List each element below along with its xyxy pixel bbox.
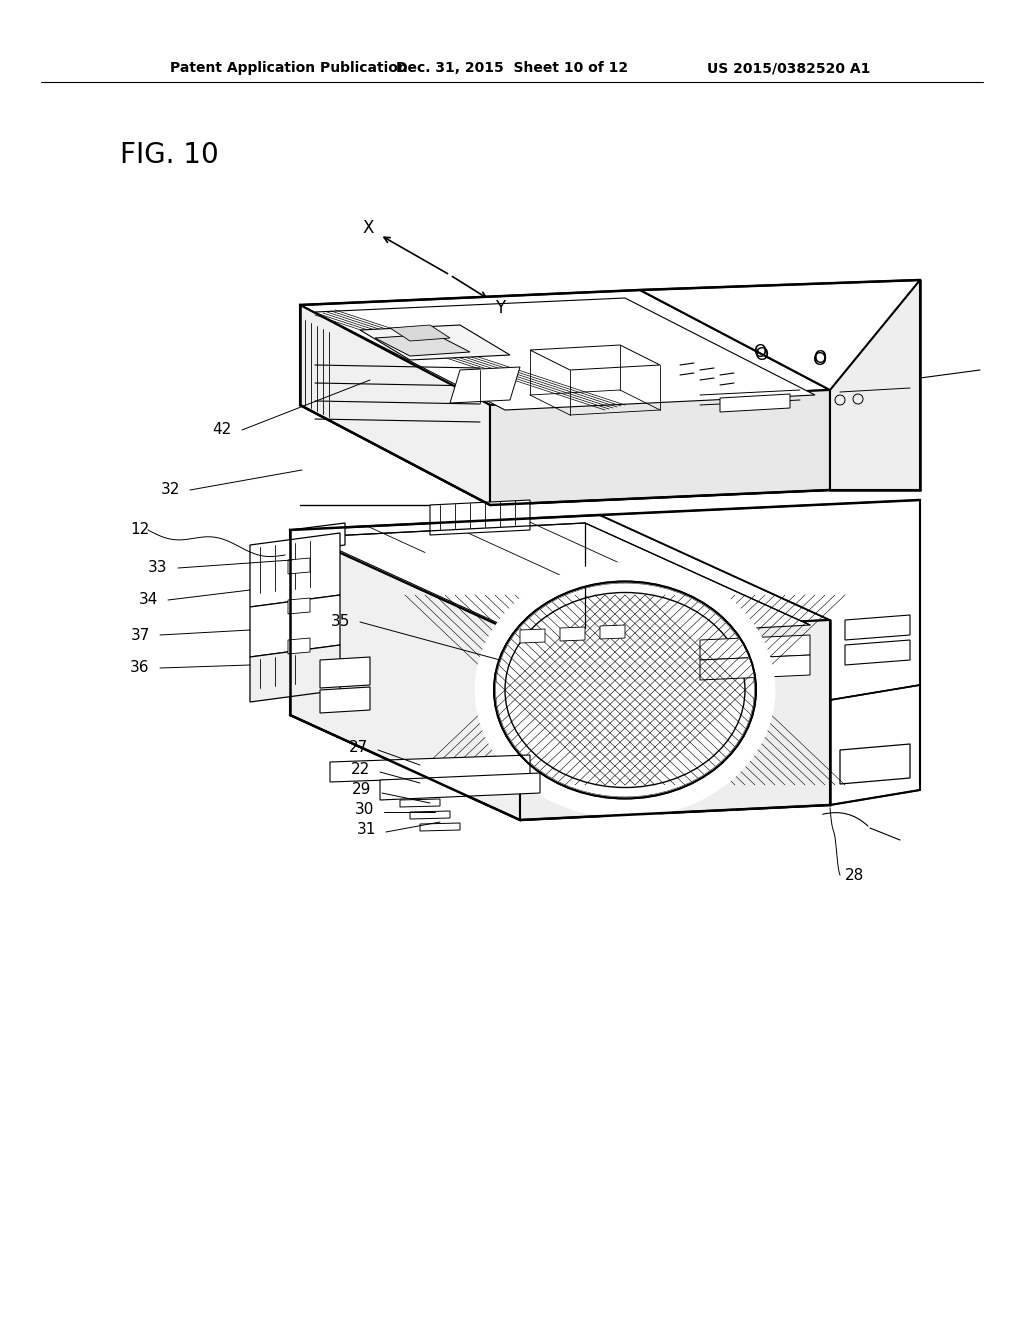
Text: O: O [813, 348, 826, 367]
Polygon shape [520, 630, 545, 643]
Text: 32: 32 [161, 483, 179, 498]
Polygon shape [288, 598, 310, 614]
Text: 36: 36 [130, 660, 150, 676]
Polygon shape [600, 500, 920, 700]
Text: 27: 27 [348, 741, 368, 755]
Text: 35: 35 [331, 615, 349, 630]
Polygon shape [560, 627, 585, 642]
Text: Dec. 31, 2015  Sheet 10 of 12: Dec. 31, 2015 Sheet 10 of 12 [396, 61, 628, 75]
Ellipse shape [505, 593, 745, 788]
Text: O: O [755, 346, 769, 364]
Polygon shape [250, 533, 340, 607]
Polygon shape [520, 620, 830, 820]
Polygon shape [450, 367, 520, 403]
Polygon shape [319, 686, 370, 713]
Text: 33: 33 [148, 561, 168, 576]
Polygon shape [840, 744, 910, 784]
Polygon shape [490, 389, 830, 506]
Polygon shape [290, 523, 345, 552]
Polygon shape [845, 640, 910, 665]
Polygon shape [640, 280, 920, 389]
Text: 12: 12 [130, 523, 150, 537]
Text: Y: Y [495, 300, 505, 317]
Polygon shape [300, 305, 490, 506]
Text: FIG. 10: FIG. 10 [120, 141, 219, 169]
Text: 30: 30 [354, 803, 374, 817]
Polygon shape [360, 325, 510, 360]
Polygon shape [700, 655, 810, 680]
Text: 37: 37 [130, 627, 150, 643]
Text: 42: 42 [212, 422, 231, 437]
Text: 22: 22 [350, 763, 370, 777]
Polygon shape [410, 810, 450, 818]
Text: O: O [754, 343, 767, 360]
Text: 31: 31 [356, 822, 376, 837]
Polygon shape [310, 523, 810, 640]
Polygon shape [330, 755, 530, 781]
Polygon shape [380, 774, 540, 800]
Polygon shape [288, 638, 310, 653]
Polygon shape [600, 624, 625, 639]
Text: 34: 34 [138, 593, 158, 607]
Polygon shape [830, 280, 920, 490]
Polygon shape [250, 595, 340, 657]
Text: 28: 28 [846, 867, 864, 883]
Polygon shape [845, 615, 910, 640]
Text: X: X [362, 219, 374, 238]
Polygon shape [700, 635, 810, 660]
Polygon shape [319, 657, 370, 688]
Polygon shape [400, 799, 440, 807]
Text: Patent Application Publication: Patent Application Publication [170, 61, 408, 75]
Polygon shape [290, 515, 830, 635]
Ellipse shape [495, 582, 755, 797]
Polygon shape [420, 822, 460, 832]
Text: O: O [813, 351, 827, 370]
Polygon shape [375, 334, 470, 356]
Polygon shape [288, 558, 310, 574]
Polygon shape [720, 393, 790, 412]
Polygon shape [390, 325, 450, 341]
Polygon shape [530, 345, 660, 370]
Polygon shape [290, 531, 520, 820]
Text: US 2015/0382520 A1: US 2015/0382520 A1 [707, 61, 870, 75]
Text: 29: 29 [352, 783, 372, 797]
Polygon shape [300, 290, 830, 405]
Polygon shape [430, 500, 530, 535]
Polygon shape [315, 298, 815, 411]
Polygon shape [250, 645, 340, 702]
